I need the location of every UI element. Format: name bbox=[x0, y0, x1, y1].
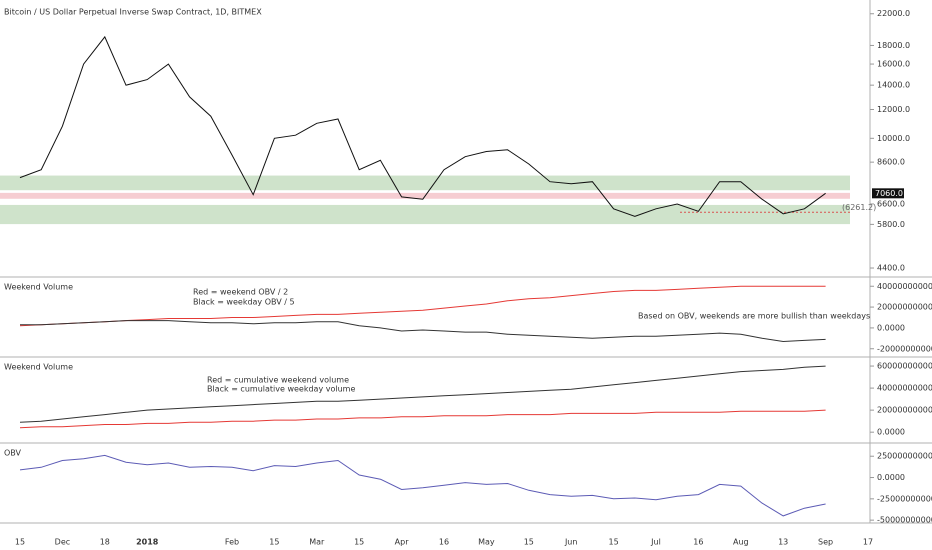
line bbox=[19, 454, 826, 517]
y-tick-label: 20000000000.0000 bbox=[877, 303, 932, 312]
annotation: Red = weekend OBV / 2 bbox=[193, 288, 288, 297]
annotation: Black = cumulative weekday volume bbox=[207, 385, 355, 394]
y-tick-label: 22000.0 bbox=[877, 9, 910, 18]
x-tick-label: 18 bbox=[100, 538, 110, 547]
line bbox=[19, 285, 826, 327]
price-tag bbox=[872, 188, 904, 199]
x-tick-label: Mar bbox=[309, 538, 325, 547]
x-tick-label: 15 bbox=[609, 538, 619, 547]
y-tick-label: 16000.0 bbox=[877, 60, 910, 69]
y-tick-label: 0.0000 bbox=[877, 323, 905, 332]
y-tick-label: 18000.0 bbox=[877, 41, 910, 50]
x-tick-label: 17 bbox=[863, 538, 873, 547]
panel-title: OBV bbox=[4, 449, 22, 458]
x-tick-label: Aug bbox=[733, 538, 749, 547]
x-tick-label: Dec bbox=[55, 538, 70, 547]
y-tick-label: 0.0000 bbox=[877, 428, 905, 437]
zone bbox=[0, 204, 850, 225]
x-tick-label: Jun bbox=[564, 538, 578, 547]
x-tick-label: 15 bbox=[269, 538, 279, 547]
y-tick-label: 0.0000 bbox=[877, 473, 905, 482]
panel-title: Bitcoin / US Dollar Perpetual Inverse Sw… bbox=[4, 8, 262, 17]
x-tick-label: Apr bbox=[395, 538, 410, 547]
y-tick-label: 40000000000.0000 bbox=[877, 282, 932, 291]
x-tick-label: 13 bbox=[778, 538, 788, 547]
x-tick-label: 16 bbox=[439, 538, 449, 547]
x-tick-label: Feb bbox=[225, 538, 239, 547]
zone bbox=[0, 175, 850, 191]
line bbox=[19, 35, 826, 217]
x-tick-label: 15 bbox=[354, 538, 364, 547]
price-tag-label: 7060.0 bbox=[875, 189, 903, 198]
y-tick-label: 5800.0 bbox=[877, 220, 905, 229]
y-tick-label: 14000.0 bbox=[877, 81, 910, 90]
x-tick-label: May bbox=[478, 538, 495, 547]
y-tick-label: -50000000000.0000 bbox=[877, 516, 932, 525]
line bbox=[19, 409, 826, 429]
y-tick-label: 60000000000.0000 bbox=[877, 362, 932, 371]
annotation: Black = weekday OBV / 5 bbox=[193, 298, 295, 307]
y-tick-label: -25000000000.0000 bbox=[877, 494, 932, 503]
panel-title: Weekend Volume bbox=[4, 363, 73, 372]
y-tick-label: 20000000000.0000 bbox=[877, 406, 932, 415]
y-tick-label: 25000000000.0000 bbox=[877, 452, 932, 461]
x-tick-label: 2018 bbox=[136, 538, 159, 547]
line bbox=[19, 365, 826, 423]
y-tick-label: 8600.0 bbox=[877, 158, 905, 167]
annotation: Red = cumulative weekend volume bbox=[207, 376, 349, 385]
line bbox=[20, 320, 826, 343]
level-label: (6261.2) bbox=[842, 203, 876, 212]
x-tick-label: Jul bbox=[650, 538, 661, 547]
x-tick-label: Sep bbox=[818, 538, 833, 547]
y-tick-label: 12000.0 bbox=[877, 105, 910, 114]
y-tick-label: 40000000000.0000 bbox=[877, 384, 932, 393]
y-tick-label: 6600.0 bbox=[877, 199, 905, 208]
y-tick-label: -20000000000.0000 bbox=[877, 344, 932, 353]
annotation: Based on OBV, weekends are more bullish … bbox=[638, 312, 870, 321]
panel-title: Weekend Volume bbox=[4, 283, 73, 292]
y-tick-label: 10000.0 bbox=[877, 134, 910, 143]
y-tick-label: 4400.0 bbox=[877, 264, 905, 273]
x-tick-label: 15 bbox=[15, 538, 25, 547]
x-tick-label: 16 bbox=[693, 538, 703, 547]
x-tick-label: 15 bbox=[524, 538, 534, 547]
